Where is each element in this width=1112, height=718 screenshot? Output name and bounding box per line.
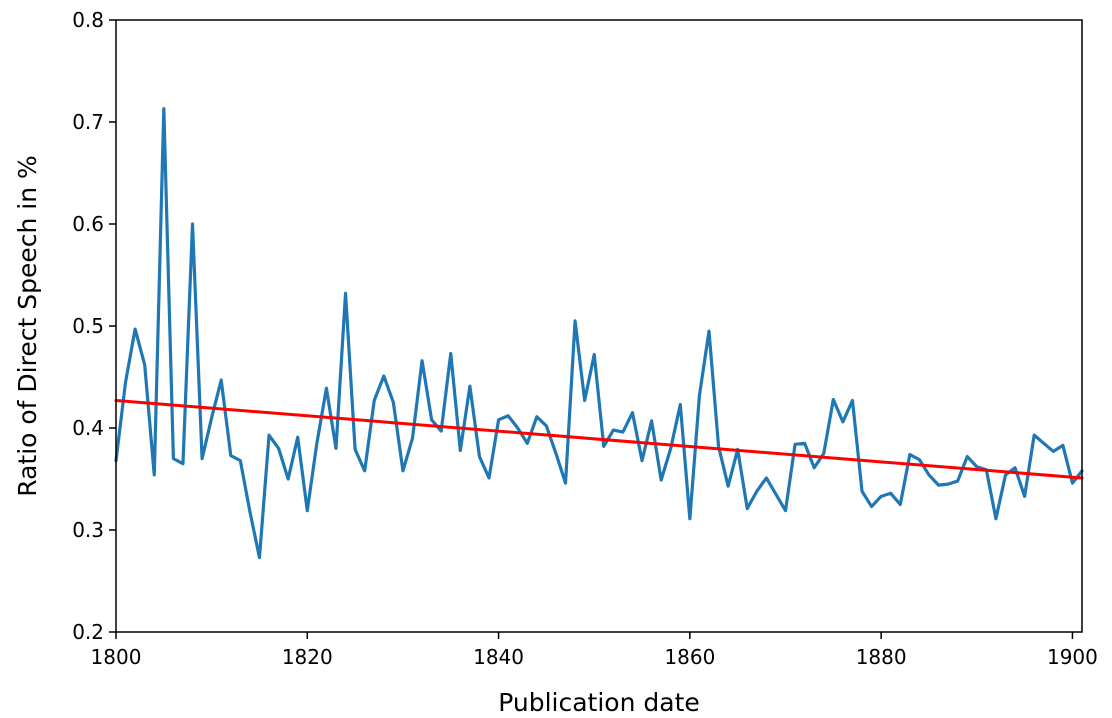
x-axis: 1800 1820 1840 1860 1880 1900: [91, 632, 1098, 669]
series-line-ratio: [114, 107, 1084, 560]
y-axis: 0.2 0.3 0.4 0.5 0.6 0.7 0.8: [72, 8, 116, 644]
y-tick-label: 0.5: [72, 314, 104, 338]
x-tick-label: 1840: [473, 645, 524, 669]
series-line-trend: [114, 398, 1084, 480]
y-tick-label: 0.8: [72, 8, 104, 32]
x-tick-label: 1800: [91, 645, 142, 669]
x-tick-label: 1820: [282, 645, 333, 669]
y-tick-label: 0.2: [72, 620, 104, 644]
y-tick-label: 0.6: [72, 212, 104, 236]
x-tick-label: 1880: [856, 645, 907, 669]
y-axis-label: Ratio of Direct Speech in %: [13, 155, 42, 497]
y-tick-label: 0.4: [72, 416, 104, 440]
y-tick-label: 0.7: [72, 110, 104, 134]
x-axis-label: Publication date: [498, 688, 700, 717]
series-layer: [114, 107, 1084, 560]
y-tick-label: 0.3: [72, 518, 104, 542]
x-tick-label: 1900: [1047, 645, 1098, 669]
x-tick-label: 1860: [664, 645, 715, 669]
